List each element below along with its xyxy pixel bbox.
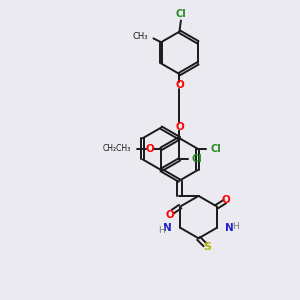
Text: N: N	[163, 223, 172, 233]
Text: Cl: Cl	[176, 9, 186, 19]
Text: O: O	[146, 144, 154, 154]
Text: S: S	[203, 242, 211, 252]
Text: CH₂CH₃: CH₂CH₃	[103, 144, 131, 153]
Text: CH₃: CH₃	[133, 32, 148, 41]
Text: O: O	[175, 80, 184, 90]
Text: O: O	[175, 122, 184, 132]
Text: N: N	[225, 223, 233, 233]
Text: O: O	[222, 195, 231, 205]
Text: Cl: Cl	[210, 144, 221, 154]
Text: H: H	[158, 226, 165, 235]
Text: Cl: Cl	[192, 154, 203, 164]
Text: O: O	[166, 210, 174, 220]
Text: H: H	[232, 222, 239, 231]
